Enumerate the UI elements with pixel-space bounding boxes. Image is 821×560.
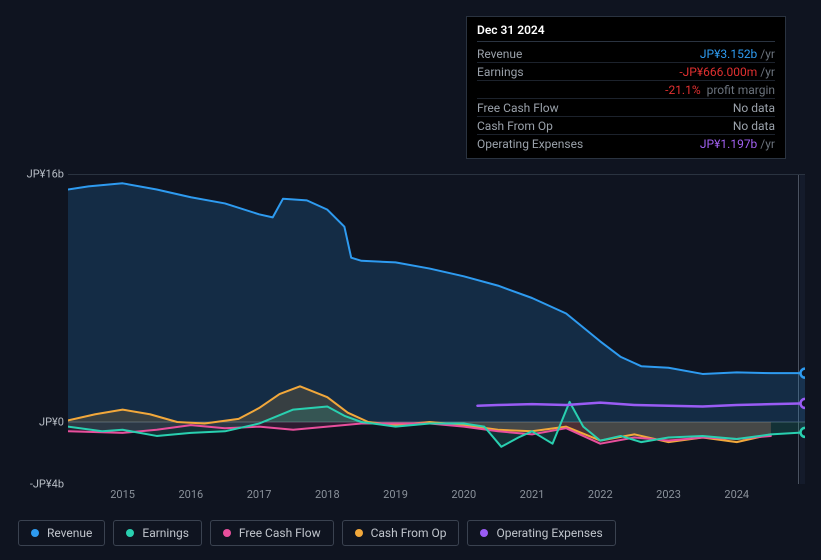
- x-tick-label: 2018: [315, 488, 340, 501]
- x-tick-label: 2019: [383, 488, 408, 501]
- chart-legend: Revenue Earnings Free Cash Flow Cash From O…: [18, 520, 616, 546]
- x-tick-label: 2021: [520, 488, 545, 501]
- x-tick-label: 2015: [110, 488, 135, 501]
- tooltip-row: Revenue JP¥3.152b/yr: [477, 45, 775, 63]
- x-tick-label: 2023: [656, 488, 681, 501]
- x-axis: 2015 2016 2017 2018 2019 2020 2021 2022 2023 2024: [68, 488, 805, 506]
- tooltip-label: Operating Expenses: [477, 137, 583, 151]
- chart-tooltip: Dec 31 2024 Revenue JP¥3.152b/yr Earnings -…: [466, 16, 786, 159]
- legend-revenue[interactable]: Revenue: [18, 520, 105, 546]
- legend-label: Operating Expenses: [496, 526, 602, 540]
- tooltip-value: No data: [733, 101, 775, 115]
- legend-opex[interactable]: Operating Expenses: [467, 520, 615, 546]
- legend-swatch: [480, 529, 488, 537]
- x-tick-label: 2022: [588, 488, 613, 501]
- tooltip-row: Free Cash Flow No data: [477, 99, 775, 117]
- tooltip-label: Free Cash Flow: [477, 101, 559, 115]
- legend-label: Cash From Op: [371, 526, 447, 540]
- tooltip-value: JP¥3.152b/yr: [700, 47, 775, 61]
- legend-label: Revenue: [47, 526, 92, 540]
- tooltip-value: No data: [733, 119, 775, 133]
- tooltip-row: Cash From Op No data: [477, 117, 775, 135]
- x-tick-label: 2016: [178, 488, 203, 501]
- tooltip-row: Earnings -JP¥666.000m/yr: [477, 63, 775, 81]
- y-tick-label: JP¥0: [18, 416, 64, 429]
- finance-chart: -JP¥4b JP¥0 JP¥16b 2015 2016 2017 2018 2019 202…: [18, 160, 805, 540]
- tooltip-value: -JP¥666.000m/yr: [679, 65, 775, 79]
- x-tick-label: 2020: [451, 488, 476, 501]
- legend-label: Free Cash Flow: [239, 526, 321, 540]
- tooltip-value: JP¥1.197b/yr: [700, 137, 775, 151]
- legend-swatch: [223, 529, 231, 537]
- legend-swatch: [355, 529, 363, 537]
- legend-fcf[interactable]: Free Cash Flow: [210, 520, 334, 546]
- y-tick-label: JP¥16b: [18, 168, 64, 181]
- tooltip-label: Cash From Op: [477, 119, 553, 133]
- tooltip-row: Operating Expenses JP¥1.197b/yr: [477, 135, 775, 152]
- legend-earnings[interactable]: Earnings: [113, 520, 202, 546]
- tooltip-subrow: -21.1% profit margin: [477, 81, 775, 99]
- legend-swatch: [31, 529, 39, 537]
- chart-plot[interactable]: [68, 174, 805, 484]
- legend-swatch: [126, 529, 134, 537]
- legend-label: Earnings: [142, 526, 189, 540]
- x-tick-label: 2024: [724, 488, 749, 501]
- tooltip-date: Dec 31 2024: [477, 23, 775, 42]
- tooltip-label: Earnings: [477, 65, 524, 79]
- tooltip-label: Revenue: [477, 47, 522, 61]
- legend-cfo[interactable]: Cash From Op: [342, 520, 460, 546]
- x-tick-label: 2017: [247, 488, 272, 501]
- y-tick-label: -JP¥4b: [18, 478, 64, 491]
